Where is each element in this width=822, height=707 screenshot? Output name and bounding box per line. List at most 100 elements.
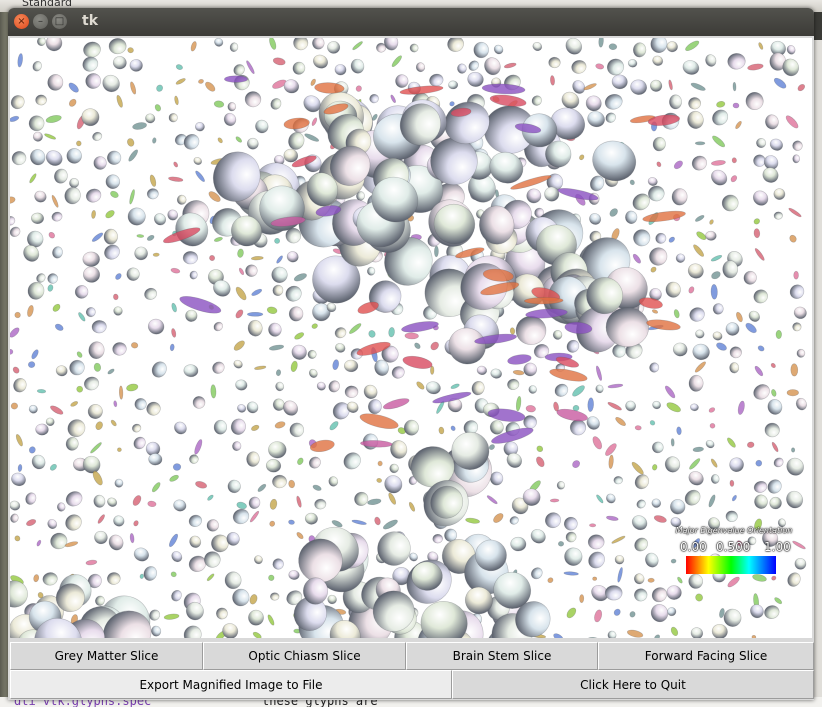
ellipsoid-glyph	[206, 573, 215, 582]
sphere-glyph	[391, 366, 405, 379]
tk-window: × – □ tk Major Eigenvalue Orientation 0.…	[8, 8, 814, 700]
ellipsoid-glyph	[692, 446, 704, 453]
sphere-glyph	[82, 251, 100, 267]
sphere-glyph	[457, 63, 467, 74]
ellipsoid-glyph	[352, 41, 363, 50]
sphere-glyph	[112, 342, 127, 356]
minimize-icon[interactable]: –	[33, 14, 48, 29]
sphere-glyph	[611, 74, 628, 90]
ellipsoid-glyph	[51, 194, 59, 208]
sphere-glyph	[633, 229, 651, 247]
ellipsoid-glyph	[92, 470, 103, 486]
ellipsoid-glyph	[198, 79, 204, 84]
ellipsoid-glyph	[689, 458, 701, 470]
sphere-glyph	[729, 362, 740, 374]
ellipsoid-glyph	[156, 84, 163, 92]
export-image-button[interactable]: Export Magnified Image to File	[10, 670, 452, 699]
sphere-glyph	[308, 456, 321, 469]
ellipsoid-glyph	[525, 405, 536, 413]
ellipsoid-glyph	[128, 149, 138, 162]
sphere-glyph	[607, 630, 617, 638]
sphere-glyph	[69, 178, 80, 189]
ellipsoid-glyph	[209, 255, 216, 261]
optic-chiasm-slice-button[interactable]: Optic Chiasm Slice	[203, 642, 406, 670]
sphere-glyph	[363, 384, 378, 400]
window-titlebar[interactable]: × – □ tk	[8, 8, 814, 36]
legend-title: Major Eigenvalue Orientation	[675, 526, 793, 535]
ellipsoid-glyph	[617, 567, 623, 583]
sphere-glyph	[188, 514, 203, 527]
sphere-glyph	[507, 378, 520, 391]
sphere-glyph	[473, 41, 489, 59]
fiber-ellipsoid-glyph	[524, 297, 564, 305]
sphere-glyph	[796, 348, 806, 358]
large-sphere-glyph	[377, 531, 411, 566]
ellipsoid-glyph	[695, 593, 703, 602]
large-sphere-glyph	[586, 277, 624, 315]
desktop-editor-strip: dti_vtk.glyphs.spec these glyphs are	[0, 697, 822, 707]
desktop-left-strip	[0, 12, 8, 697]
sphere-glyph	[493, 44, 504, 55]
maximize-icon[interactable]: □	[52, 14, 67, 29]
sphere-glyph	[246, 137, 259, 150]
sphere-glyph	[773, 211, 783, 220]
sphere-glyph	[792, 322, 802, 332]
ellipsoid-glyph	[608, 43, 618, 51]
sphere-glyph	[523, 362, 538, 377]
ellipsoid-glyph	[774, 597, 783, 605]
ellipsoid-glyph	[129, 189, 135, 205]
sphere-glyph	[595, 384, 604, 394]
sphere-glyph	[237, 404, 247, 413]
action-button-row: Export Magnified Image to File Click Her…	[10, 670, 814, 699]
ellipsoid-glyph	[572, 385, 585, 397]
ellipsoid-glyph	[296, 532, 304, 540]
sphere-glyph	[226, 532, 240, 546]
sphere-glyph	[589, 213, 602, 225]
ellipsoid-glyph	[251, 256, 264, 261]
render-viewport[interactable]: Major Eigenvalue Orientation 0.00 0.500 …	[10, 38, 812, 638]
sphere-glyph	[85, 73, 102, 89]
ellipsoid-glyph	[708, 407, 716, 413]
ellipsoid-glyph	[583, 83, 597, 91]
sphere-glyph	[586, 416, 600, 430]
ellipsoid-glyph	[649, 420, 656, 426]
large-sphere-glyph	[433, 203, 476, 245]
ellipsoid-glyph	[586, 637, 601, 638]
grey-matter-slice-button[interactable]: Grey Matter Slice	[10, 642, 203, 670]
ellipsoid-glyph	[257, 483, 267, 492]
ellipsoid-glyph	[793, 270, 799, 280]
large-sphere-glyph	[306, 172, 339, 206]
ellipsoid-glyph	[207, 494, 214, 501]
sphere-glyph	[444, 528, 458, 542]
brain-stem-slice-button[interactable]: Brain Stem Slice	[406, 642, 598, 670]
sphere-glyph	[10, 500, 21, 511]
sphere-glyph	[83, 266, 100, 283]
sphere-glyph	[777, 518, 786, 528]
sphere-glyph	[531, 95, 542, 106]
ellipsoid-glyph	[605, 443, 617, 456]
sphere-glyph	[666, 41, 678, 53]
ellipsoid-glyph	[690, 82, 706, 91]
sphere-glyph	[316, 381, 326, 391]
sphere-glyph	[93, 156, 107, 170]
fiber-ellipsoid-glyph	[315, 205, 342, 217]
sphere-glyph	[272, 474, 287, 489]
ellipsoid-glyph	[751, 634, 757, 638]
sphere-glyph	[308, 368, 318, 378]
ellipsoid-glyph	[694, 361, 706, 373]
ellipsoid-glyph	[105, 210, 115, 219]
quit-button[interactable]: Click Here to Quit	[452, 670, 814, 699]
forward-facing-slice-button[interactable]: Forward Facing Slice	[598, 642, 814, 670]
sphere-glyph	[390, 440, 408, 459]
fiber-ellipsoid-glyph	[291, 155, 317, 168]
ellipsoid-glyph	[450, 425, 456, 431]
fiber-ellipsoid-glyph	[489, 94, 527, 107]
sphere-glyph	[748, 310, 760, 322]
close-icon[interactable]: ×	[14, 14, 29, 29]
sphere-glyph	[227, 102, 237, 112]
sphere-glyph	[627, 59, 638, 68]
sphere-glyph	[328, 476, 339, 487]
ellipsoid-glyph	[116, 94, 123, 108]
ellipsoid-glyph	[732, 82, 737, 92]
ellipsoid-glyph	[503, 62, 517, 69]
